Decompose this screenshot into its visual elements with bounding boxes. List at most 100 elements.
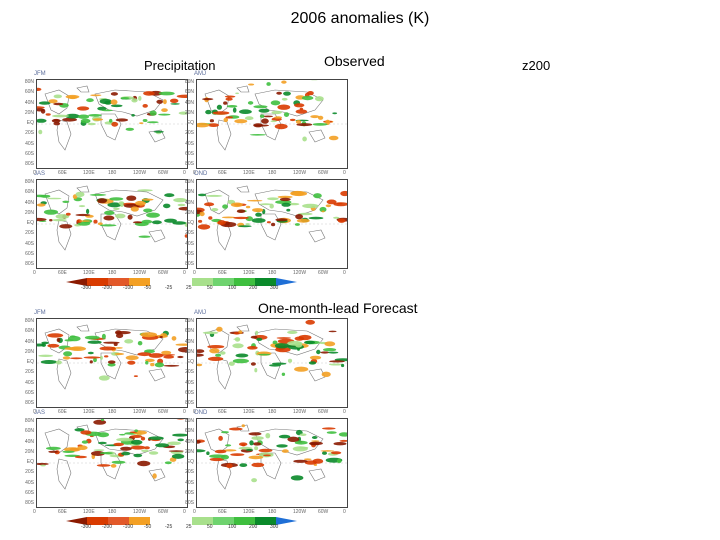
anomaly-blob: [294, 103, 305, 108]
anomaly-blob: [104, 210, 115, 215]
anomaly-blob: [315, 96, 324, 102]
coastline: [56, 358, 72, 390]
anomaly-blob: [214, 449, 227, 454]
season-label: AMJ: [194, 71, 206, 77]
anomaly-blob: [286, 208, 291, 212]
anomaly-blob: [51, 118, 61, 123]
anomaly-blob: [80, 118, 91, 124]
y-tick-label: EQ: [186, 220, 194, 227]
forecast-panel-jas: JAS: [34, 410, 189, 508]
y-tick-label: EQ: [26, 120, 34, 127]
anomaly-blob: [93, 449, 105, 451]
anomaly-blob: [98, 375, 110, 381]
anomaly-blob: [92, 118, 104, 121]
y-tick-label: 80N: [184, 318, 194, 324]
anomaly-blob: [176, 417, 185, 420]
anomaly-blob: [254, 368, 258, 373]
season-label: JFM: [34, 71, 46, 77]
y-tick-label: 20N: [24, 448, 34, 455]
anomaly-blob: [163, 203, 171, 209]
y-tick-label: 20S: [185, 469, 194, 476]
season-label: JFM: [34, 310, 46, 316]
anomaly-blob: [322, 451, 327, 455]
x-tick-label: 0: [193, 409, 196, 415]
anomaly-blob: [125, 127, 134, 131]
anomaly-blob: [62, 356, 71, 360]
anomaly-blob: [164, 461, 172, 465]
coastline: [94, 189, 164, 217]
anomaly-blob: [87, 122, 96, 126]
x-tick-label: 180: [268, 509, 277, 515]
anomaly-blob: [281, 80, 287, 84]
x-tick-label: 0: [33, 509, 36, 515]
anomaly-blob: [133, 375, 138, 377]
anomaly-blob: [170, 98, 179, 103]
anomaly-blob: [320, 450, 335, 452]
anomaly-blob: [107, 360, 116, 364]
anomaly-blob: [41, 343, 46, 347]
colorbar-label: -200: [102, 524, 113, 530]
anomaly-blob: [152, 473, 157, 479]
x-tick-label: 120E: [243, 170, 255, 176]
anomaly-blob: [47, 343, 60, 348]
map-canvas: [190, 319, 351, 390]
anomaly-blob: [89, 360, 93, 364]
anomaly-blob: [324, 341, 336, 347]
anomaly-blob: [130, 206, 139, 212]
anomaly-blob: [111, 460, 126, 464]
coastline: [56, 119, 72, 151]
anomaly-blob: [53, 94, 62, 99]
anomaly-blob: [238, 446, 253, 450]
observed-label: Observed: [324, 53, 385, 69]
anomaly-blob: [55, 360, 62, 365]
forecast-panel-jfm: JFM: [34, 310, 193, 408]
anomaly-blob: [288, 202, 300, 206]
x-tick-label: 120W: [133, 409, 147, 415]
y-tick-label: 60N: [184, 89, 194, 96]
anomaly-blob: [178, 111, 190, 115]
anomaly-blob: [218, 435, 223, 441]
anomaly-blob: [251, 462, 265, 468]
anomaly-blob: [248, 455, 264, 460]
x-tick-label: 0: [33, 270, 36, 276]
y-tick-label: 80N: [24, 179, 34, 185]
colorbar-label: -50: [144, 524, 152, 530]
anomaly-blob: [270, 100, 281, 106]
anomaly-blob: [337, 218, 346, 223]
coastline: [308, 368, 326, 382]
y-tick-labels: 80N 60N 40N 20N EQ 20S 40S 60S 80S: [180, 177, 194, 270]
anomaly-blob: [222, 204, 228, 209]
colorbar-swatch: [150, 517, 171, 525]
x-tick-label: 0: [343, 509, 346, 515]
anomaly-blob: [333, 216, 340, 219]
anomaly-blob: [256, 337, 263, 341]
anomaly-blob: [131, 114, 135, 117]
anomaly-blob: [77, 114, 90, 119]
anomaly-blob: [238, 225, 252, 228]
anomaly-blob: [338, 432, 350, 437]
anomaly-blob: [321, 210, 325, 213]
anomaly-blob: [163, 355, 175, 359]
coastline: [254, 328, 324, 356]
y-tick-label: 60S: [185, 390, 194, 397]
y-tick-label: 80N: [184, 418, 194, 424]
observed-panel-jfm: JFM: [30, 71, 194, 169]
y-tick-label: 80N: [24, 418, 34, 424]
anomaly-blob: [46, 446, 61, 450]
anomaly-blob: [223, 117, 229, 123]
anomaly-blob: [110, 99, 118, 105]
coastline: [308, 468, 326, 482]
anomaly-blob: [141, 449, 149, 452]
anomaly-blob: [267, 197, 279, 201]
anomaly-blob: [281, 97, 288, 101]
anomaly-blob: [93, 219, 98, 224]
anomaly-blob: [290, 475, 304, 481]
x-tick-label: 120E: [83, 170, 95, 176]
anomaly-blob: [207, 356, 224, 361]
anomaly-blob: [287, 358, 293, 363]
colorbar-label: 300: [270, 524, 279, 530]
y-tick-label: 20S: [25, 230, 34, 237]
coastline: [254, 428, 324, 456]
anomaly-blob: [104, 355, 109, 358]
colorbar-label: -25: [165, 285, 173, 291]
